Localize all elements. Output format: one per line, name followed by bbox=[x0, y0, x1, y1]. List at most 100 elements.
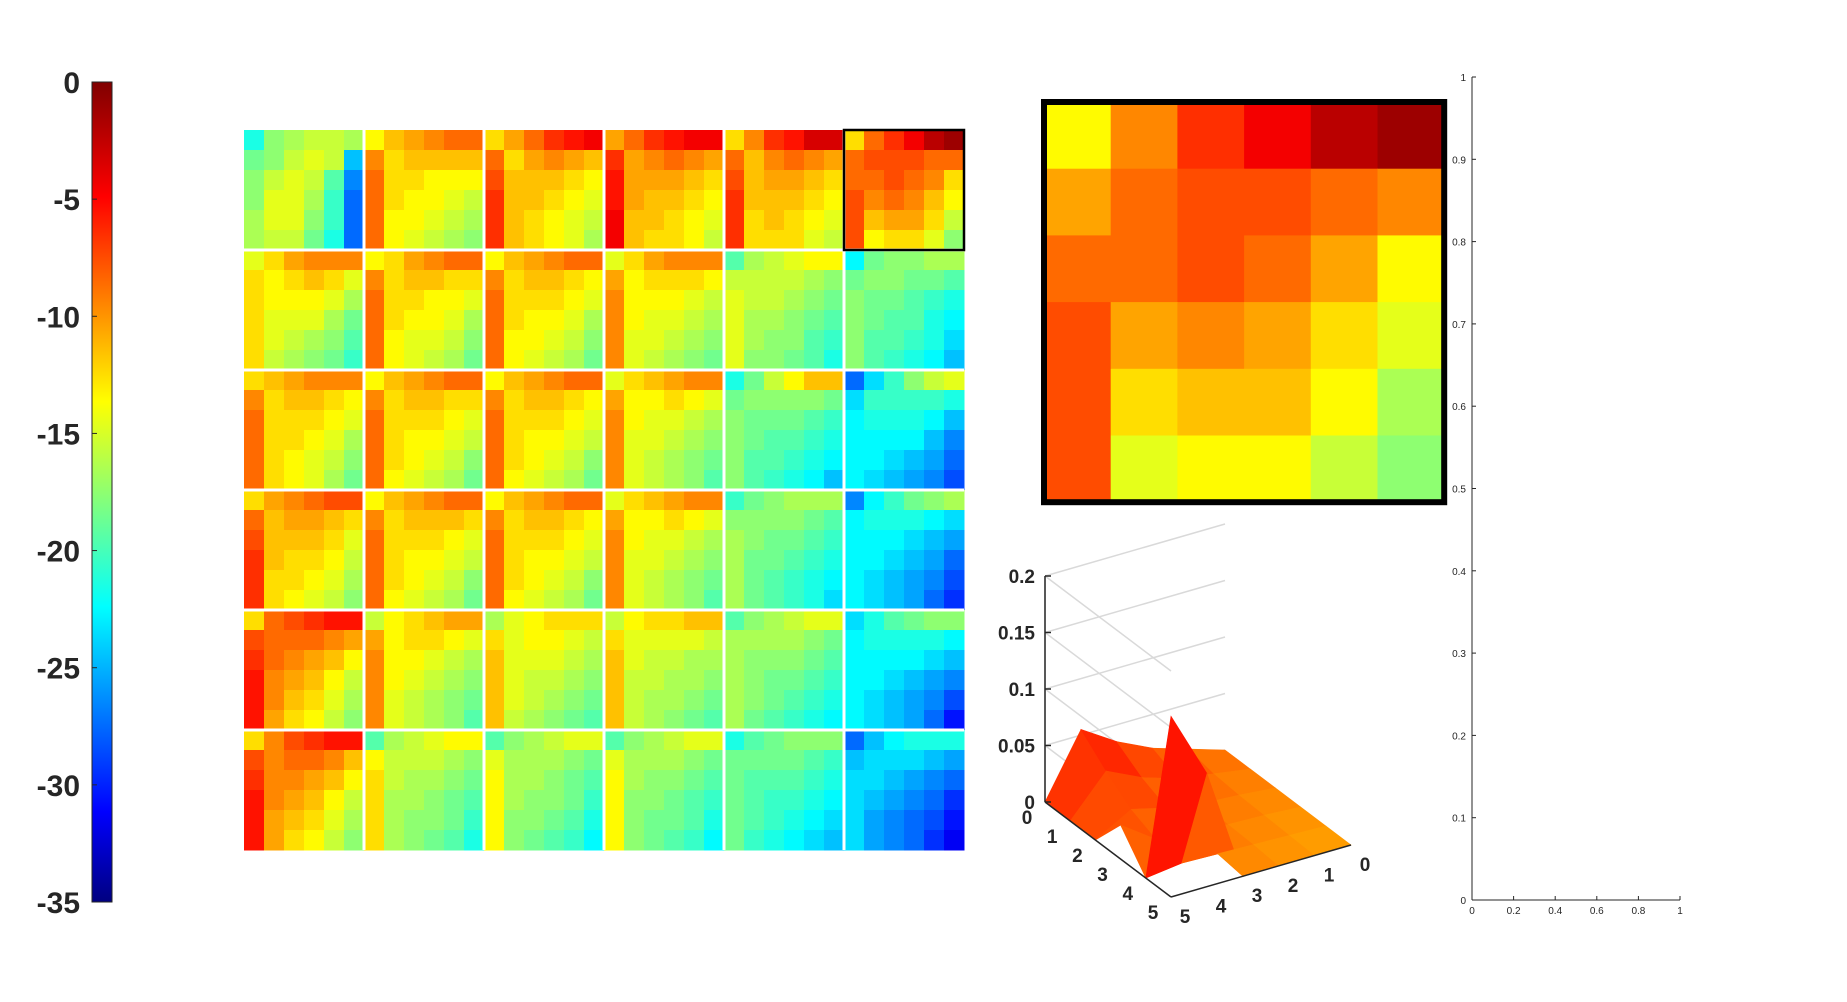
heatmap-cell bbox=[804, 390, 825, 411]
heatmap-cell bbox=[924, 370, 945, 391]
heatmap-cell bbox=[824, 270, 845, 291]
heatmap-cell bbox=[864, 190, 885, 211]
heatmap-cell bbox=[684, 450, 705, 471]
heatmap-cell bbox=[644, 490, 665, 511]
heatmap-cell bbox=[444, 530, 465, 551]
heatmap-cell bbox=[344, 510, 365, 531]
heatmap-cell bbox=[464, 670, 485, 691]
heatmap-cell bbox=[904, 570, 925, 591]
heatmap-cell bbox=[704, 490, 725, 511]
z-tick-label: 0.15 bbox=[998, 624, 1035, 645]
z-tick-label: 0.2 bbox=[1009, 567, 1035, 588]
heatmap-cell bbox=[824, 250, 845, 271]
heatmap-cell bbox=[444, 570, 465, 591]
heatmap-cell bbox=[644, 630, 665, 651]
heatmap-cell bbox=[604, 690, 625, 711]
heatmap-cell bbox=[244, 270, 265, 291]
heatmap-cell bbox=[944, 690, 965, 711]
y-tick-label: 4 bbox=[1123, 884, 1134, 905]
heatmap-cell bbox=[524, 670, 545, 691]
heatmap-cell bbox=[944, 290, 965, 311]
heatmap-cell bbox=[264, 790, 285, 811]
heatmap-cell bbox=[784, 730, 805, 751]
heatmap-cell bbox=[564, 490, 585, 511]
heatmap-cell bbox=[704, 390, 725, 411]
heatmap-cell bbox=[544, 490, 565, 511]
heatmap-cell bbox=[784, 310, 805, 331]
heatmap-cell bbox=[424, 630, 445, 651]
heatmap-cell bbox=[284, 310, 305, 331]
heatmap-cell bbox=[364, 510, 385, 531]
heatmap-cell bbox=[504, 650, 525, 671]
heatmap-cell bbox=[824, 430, 845, 451]
heatmap-cell bbox=[524, 790, 545, 811]
heatmap-cell bbox=[704, 790, 725, 811]
heatmap-cell bbox=[664, 830, 685, 851]
heatmap-cell bbox=[804, 150, 825, 171]
heatmap-cell bbox=[904, 130, 925, 151]
heatmap-cell bbox=[664, 170, 685, 191]
heatmap-cell bbox=[504, 150, 525, 171]
heatmap-cell bbox=[924, 210, 945, 231]
heatmap-cell bbox=[784, 810, 805, 831]
heatmap-cell bbox=[904, 530, 925, 551]
heatmap-cell bbox=[344, 170, 365, 191]
heatmap-cell bbox=[624, 530, 645, 551]
heatmap-cell bbox=[944, 310, 965, 331]
heatmap-cell bbox=[464, 750, 485, 771]
heatmap-cell bbox=[284, 770, 305, 791]
heatmap-cell bbox=[624, 310, 645, 331]
heatmap-cell bbox=[864, 610, 885, 631]
heatmap-cell bbox=[384, 270, 405, 291]
heatmap-cell bbox=[264, 750, 285, 771]
heatmap-cell bbox=[844, 270, 865, 291]
heatmap-cell bbox=[404, 270, 425, 291]
heatmap-cell bbox=[464, 810, 485, 831]
heatmap-cell bbox=[764, 550, 785, 571]
heatmap-cell bbox=[884, 410, 905, 431]
heatmap-cell bbox=[484, 370, 505, 391]
heatmap-cell bbox=[404, 690, 425, 711]
zoom-cell bbox=[1044, 302, 1112, 370]
heatmap-cell bbox=[324, 430, 345, 451]
heatmap-cell bbox=[764, 310, 785, 331]
heatmap-cell bbox=[544, 610, 565, 631]
heatmap-cell bbox=[764, 330, 785, 351]
heatmap-cell bbox=[304, 490, 325, 511]
heatmap-cell bbox=[624, 790, 645, 811]
heatmap-cell bbox=[744, 710, 765, 731]
heatmap-cell bbox=[804, 230, 825, 251]
heatmap-cell bbox=[904, 270, 925, 291]
heatmap-cell bbox=[364, 250, 385, 271]
heatmap-cell bbox=[944, 250, 965, 271]
heatmap-cell bbox=[824, 170, 845, 191]
heatmap-cell bbox=[584, 370, 605, 391]
heatmap-cell bbox=[304, 570, 325, 591]
heatmap-cell bbox=[804, 730, 825, 751]
heatmap-cell bbox=[524, 350, 545, 371]
heatmap-cell bbox=[424, 610, 445, 631]
heatmap-cell bbox=[724, 350, 745, 371]
heatmap-cell bbox=[844, 730, 865, 751]
heatmap-cell bbox=[824, 470, 845, 491]
heatmap-cell bbox=[824, 210, 845, 231]
heatmap-cell bbox=[744, 190, 765, 211]
zoom-heatmap bbox=[1041, 99, 1448, 506]
heatmap-cell bbox=[684, 630, 705, 651]
heatmap-cell bbox=[704, 410, 725, 431]
heatmap-cell bbox=[924, 270, 945, 291]
heatmap-cell bbox=[464, 250, 485, 271]
heatmap-cell bbox=[304, 450, 325, 471]
heatmap-cell bbox=[764, 830, 785, 851]
heatmap-cell bbox=[864, 230, 885, 251]
empty-axes: 0 0.2 0.4 0.6 0.8 1 0 0.1 0.2 0.3 0.4 0.5 0.6 0.7 0.8 0… bbox=[1452, 73, 1683, 917]
heatmap-cell bbox=[264, 490, 285, 511]
heatmap-cell bbox=[584, 270, 605, 291]
heatmap-cell bbox=[244, 450, 265, 471]
heatmap-cell bbox=[844, 170, 865, 191]
heatmap-cell bbox=[344, 790, 365, 811]
heatmap-cell bbox=[404, 770, 425, 791]
heatmap-cell bbox=[924, 770, 945, 791]
heatmap-cell bbox=[424, 490, 445, 511]
heatmap-cell bbox=[484, 730, 505, 751]
